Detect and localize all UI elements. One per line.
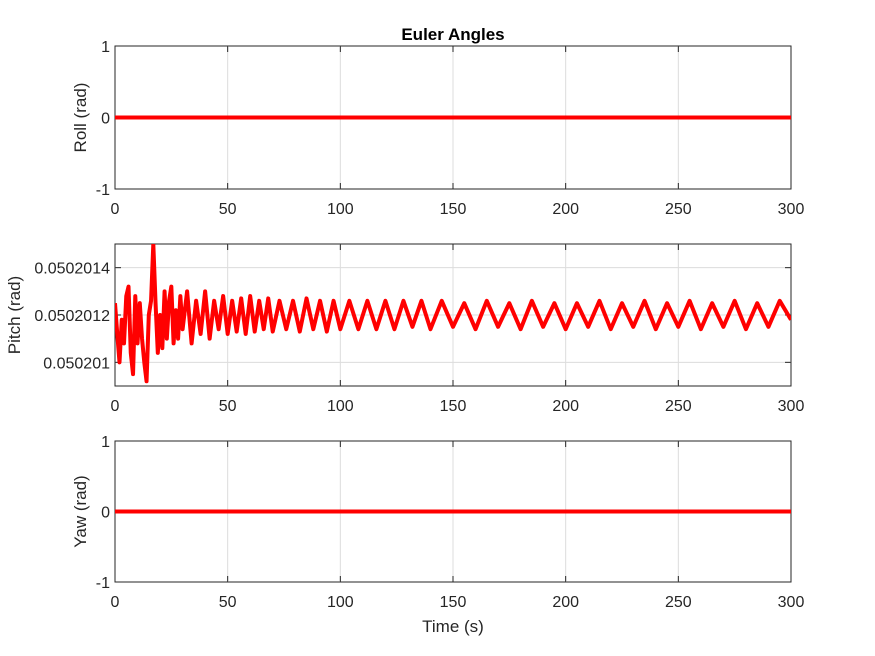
chart-title: Euler Angles <box>401 25 504 44</box>
pitch-y-axis-label: Pitch (rad) <box>5 276 24 354</box>
pitch-x-tick-label: 150 <box>440 398 467 415</box>
yaw-x-tick-label: 50 <box>219 594 237 611</box>
roll-x-tick-label: 150 <box>440 201 467 218</box>
roll-x-tick-label: 50 <box>219 201 237 218</box>
pitch-x-tick-label: 0 <box>111 398 120 415</box>
yaw-x-tick-label: 100 <box>327 594 354 611</box>
pitch-y-tick-label: 0.0502012 <box>34 308 110 325</box>
pitch-x-tick-label: 300 <box>778 398 805 415</box>
roll-x-tick-label: 300 <box>778 201 805 218</box>
pitch-x-tick-label: 200 <box>552 398 579 415</box>
pitch-x-tick-label: 250 <box>665 398 692 415</box>
yaw-x-tick-label: 250 <box>665 594 692 611</box>
roll-x-tick-label: 200 <box>552 201 579 218</box>
yaw-x-axis-label: Time (s) <box>422 617 484 636</box>
yaw-y-tick-label: 0 <box>101 505 110 522</box>
roll-y-axis-label: Roll (rad) <box>71 83 90 153</box>
roll-x-tick-label: 0 <box>111 201 120 218</box>
pitch-x-tick-label: 50 <box>219 398 237 415</box>
yaw-y-tick-label: -1 <box>96 575 110 592</box>
yaw-x-tick-label: 300 <box>778 594 805 611</box>
yaw-y-axis-label: Yaw (rad) <box>71 475 90 547</box>
yaw-x-tick-label: 0 <box>111 594 120 611</box>
pitch-series-line <box>115 244 791 384</box>
roll-y-tick-label: -1 <box>96 182 110 199</box>
roll-y-tick-label: 0 <box>101 111 110 128</box>
yaw-x-tick-label: 200 <box>552 594 579 611</box>
pitch-y-tick-label: 0.0502014 <box>34 261 110 278</box>
roll-x-tick-label: 250 <box>665 201 692 218</box>
yaw-x-tick-label: 150 <box>440 594 467 611</box>
pitch-panel: 0 50 100 150 200 250 300 0.050201 0.0502012 0.050… <box>5 243 805 415</box>
roll-x-tick-label: 100 <box>327 201 354 218</box>
pitch-y-tick-label: 0.050201 <box>43 355 110 372</box>
roll-y-tick-label: 1 <box>101 39 110 56</box>
yaw-y-tick-label: 1 <box>101 434 110 451</box>
pitch-x-tick-label: 100 <box>327 398 354 415</box>
